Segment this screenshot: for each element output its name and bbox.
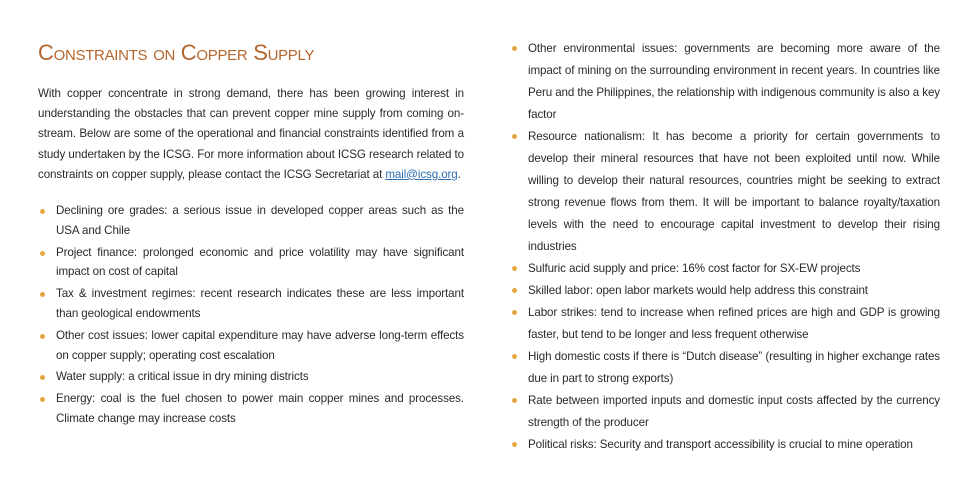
list-item: Energy: coal is the fuel chosen to power… [38,389,464,429]
list-item: High domestic costs if there is “Dutch d… [510,346,940,390]
list-item: Project finance: prolonged economic and … [38,243,464,283]
bullet-icon [512,266,517,271]
intro-paragraph: With copper concentrate in strong demand… [38,84,464,185]
list-item-text: Project finance: prolonged economic and … [56,245,464,279]
bullet-icon [512,46,517,51]
list-item-text: Other environmental issues: governments … [528,42,940,121]
bullet-icon [512,354,517,359]
page-title: Constraints on Copper Supply [38,40,315,65]
list-item-text: Sulfuric acid supply and price: 16% cost… [528,262,861,275]
list-item-text: Labor strikes: tend to increase when ref… [528,306,940,341]
list-item-text: Skilled labor: open labor markets would … [528,284,868,297]
left-column: Constraints on Copper Supply With copper… [38,40,464,431]
list-item-text: Rate between imported inputs and domesti… [528,394,940,429]
list-item: Other environmental issues: governments … [510,38,940,126]
right-column: Other environmental issues: governments … [510,38,940,456]
bullet-icon [512,442,517,447]
intro-text: With copper concentrate in strong demand… [38,87,464,181]
bullet-icon [40,250,45,256]
list-item: Other cost issues: lower capital expendi… [38,326,464,366]
left-bullet-list: Declining ore grades: a serious issue in… [38,201,464,429]
list-item: Tax & investment regimes: recent researc… [38,284,464,324]
list-item-text: Resource nationalism: It has become a pr… [528,130,940,253]
list-item-text: Declining ore grades: a serious issue in… [56,204,464,237]
list-item: Resource nationalism: It has become a pr… [510,126,940,258]
bullet-icon [512,310,517,315]
right-bullet-list: Other environmental issues: governments … [510,38,940,456]
bullet-icon [40,333,45,339]
email-link[interactable]: mail@icsg.org [385,167,458,181]
list-item-text: Energy: coal is the fuel chosen to power… [56,392,464,425]
list-item: Water supply: a critical issue in dry mi… [38,367,464,387]
list-item: Skilled labor: open labor markets would … [510,280,940,302]
bullet-icon [512,134,517,139]
bullet-icon [40,292,45,298]
list-item: Political risks: Security and transport … [510,434,940,456]
intro-end: . [457,167,461,181]
list-item-text: Tax & investment regimes: recent researc… [56,287,464,320]
bullet-icon [512,398,517,403]
bullet-icon [512,288,517,293]
bullet-icon [40,209,45,215]
list-item-text: Water supply: a critical issue in dry mi… [56,370,309,384]
list-item-text: High domestic costs if there is “Dutch d… [528,350,940,385]
list-item: Rate between imported inputs and domesti… [510,390,940,434]
list-item-text: Political risks: Security and transport … [528,438,913,451]
bullet-icon [40,375,45,381]
list-item: Declining ore grades: a serious issue in… [38,201,464,241]
list-item-text: Other cost issues: lower capital expendi… [56,328,464,362]
list-item: Labor strikes: tend to increase when ref… [510,302,940,346]
list-item: Sulfuric acid supply and price: 16% cost… [510,258,940,280]
bullet-icon [40,397,45,403]
